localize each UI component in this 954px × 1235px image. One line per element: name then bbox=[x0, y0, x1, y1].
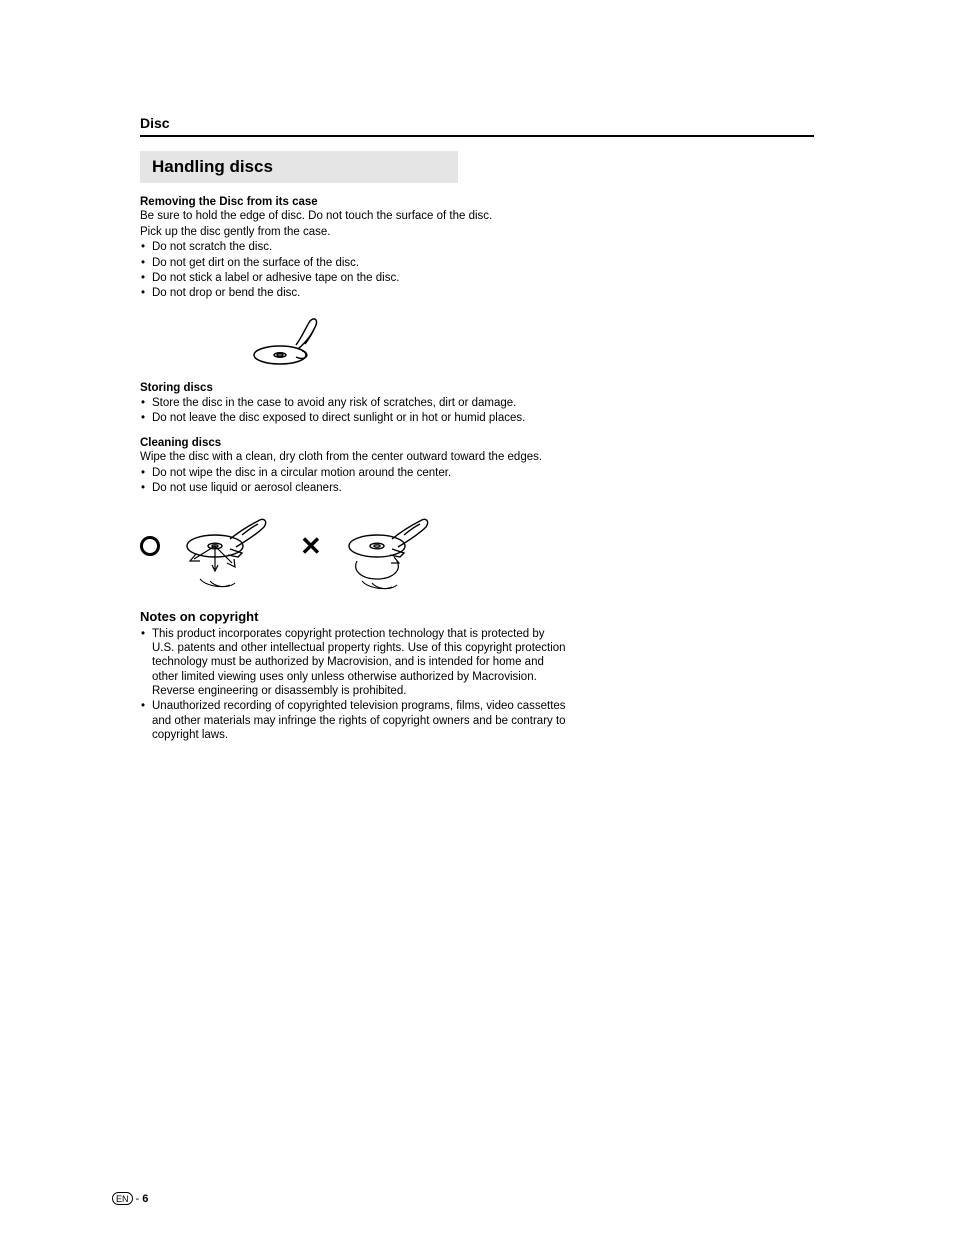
footer-sep: - bbox=[136, 1193, 140, 1205]
removing-p1: Be sure to hold the edge of disc. Do not… bbox=[140, 209, 570, 223]
storing-section: Storing discs Store the disc in the case… bbox=[140, 381, 570, 426]
removing-p2: Pick up the disc gently from the case. bbox=[140, 225, 570, 239]
removing-section: Removing the Disc from its case Be sure … bbox=[140, 195, 570, 371]
copyright-heading: Notes on copyright bbox=[140, 609, 570, 625]
lang-badge: EN bbox=[112, 1192, 133, 1205]
section-title-box: Handling discs bbox=[140, 151, 458, 183]
list-item: Do not stick a label or adhesive tape on… bbox=[140, 271, 570, 285]
cleaning-heading: Cleaning discs bbox=[140, 436, 570, 450]
incorrect-mark-icon: ✕ bbox=[300, 533, 322, 559]
list-item: Do not use liquid or aerosol cleaners. bbox=[140, 481, 570, 495]
content-column: Removing the Disc from its case Be sure … bbox=[140, 195, 570, 743]
hand-disc-icon bbox=[250, 307, 330, 371]
list-item: Do not get dirt on the surface of the di… bbox=[140, 256, 570, 270]
page: Disc Handling discs Removing the Disc fr… bbox=[0, 0, 954, 793]
page-number: 6 bbox=[142, 1193, 148, 1205]
list-item: This product incorporates copyright prot… bbox=[140, 627, 570, 699]
copyright-section: Notes on copyright This product incorpor… bbox=[140, 609, 570, 742]
cleaning-bullets: Do not wipe the disc in a circular motio… bbox=[140, 466, 570, 496]
list-item: Do not scratch the disc. bbox=[140, 240, 570, 254]
copyright-bullets: This product incorporates copyright prot… bbox=[140, 627, 570, 743]
list-item: Store the disc in the case to avoid any … bbox=[140, 396, 570, 410]
section-title: Handling discs bbox=[152, 157, 446, 177]
list-item: Do not wipe the disc in a circular motio… bbox=[140, 466, 570, 480]
storing-bullets: Store the disc in the case to avoid any … bbox=[140, 396, 570, 426]
header-rule bbox=[140, 135, 814, 137]
cleaning-p1: Wipe the disc with a clean, dry cloth fr… bbox=[140, 450, 570, 464]
list-item: Do not leave the disc exposed to direct … bbox=[140, 411, 570, 425]
cleaning-section: Cleaning discs Wipe the disc with a clea… bbox=[140, 436, 570, 592]
removing-heading: Removing the Disc from its case bbox=[140, 195, 570, 209]
wipe-radial-icon bbox=[180, 501, 280, 591]
list-item: Do not drop or bend the disc. bbox=[140, 286, 570, 300]
wipe-circular-icon bbox=[342, 501, 442, 591]
removing-bullets: Do not scratch the disc. Do not get dirt… bbox=[140, 240, 570, 301]
page-footer: EN - 6 bbox=[112, 1192, 148, 1205]
storing-heading: Storing discs bbox=[140, 381, 570, 395]
cleaning-illustration-row: ✕ bbox=[140, 501, 570, 591]
correct-mark-icon bbox=[140, 536, 160, 556]
page-header: Disc bbox=[140, 115, 814, 131]
list-item: Unauthorized recording of copyrighted te… bbox=[140, 699, 570, 742]
